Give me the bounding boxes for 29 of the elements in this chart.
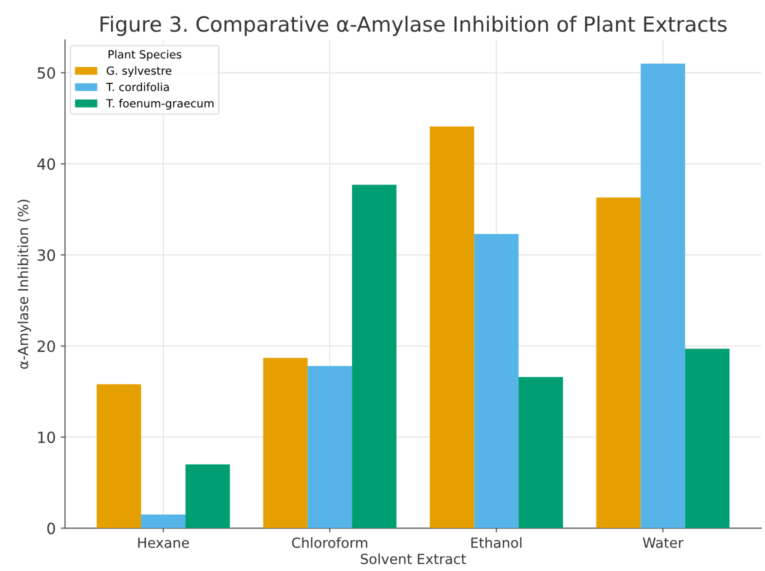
y-tick-label: 0 <box>47 522 55 534</box>
bar <box>96 384 142 528</box>
bar <box>430 126 474 528</box>
x-tick-label: Water <box>642 538 684 548</box>
x-tick-label: Ethanol <box>471 537 522 548</box>
y-tick-label: 40 <box>37 158 55 170</box>
y-tick-label: 10 <box>38 432 55 444</box>
y-tick-label: 50 <box>38 67 55 79</box>
bar <box>518 376 563 528</box>
y-tick-label: 20 <box>38 340 55 352</box>
legend-label: T. foenum-graecum <box>106 98 214 110</box>
bar <box>640 64 686 528</box>
y-axis-title: α-Amylase Inhibition (%) <box>18 200 31 369</box>
bar <box>308 366 352 528</box>
x-tick-label: Chloroform <box>292 537 368 548</box>
legend-label: T. cordifolia <box>106 82 169 92</box>
bar <box>141 514 186 528</box>
x-tick-label: Hexane <box>138 538 189 548</box>
bar <box>185 464 230 528</box>
y-tick-label: 30 <box>38 249 55 261</box>
bar <box>596 198 641 528</box>
legend-label: G. sylvestre <box>106 66 172 78</box>
bar <box>352 184 396 528</box>
x-axis-title: Solvent Extract <box>360 553 466 564</box>
legend-title: Plant Species <box>108 50 182 61</box>
chart-title: Figure 3. Comparative α-Amylase Inhibition of Plant Extracts <box>100 16 727 36</box>
bar <box>474 234 519 528</box>
bar <box>685 348 730 528</box>
bar <box>263 358 308 528</box>
